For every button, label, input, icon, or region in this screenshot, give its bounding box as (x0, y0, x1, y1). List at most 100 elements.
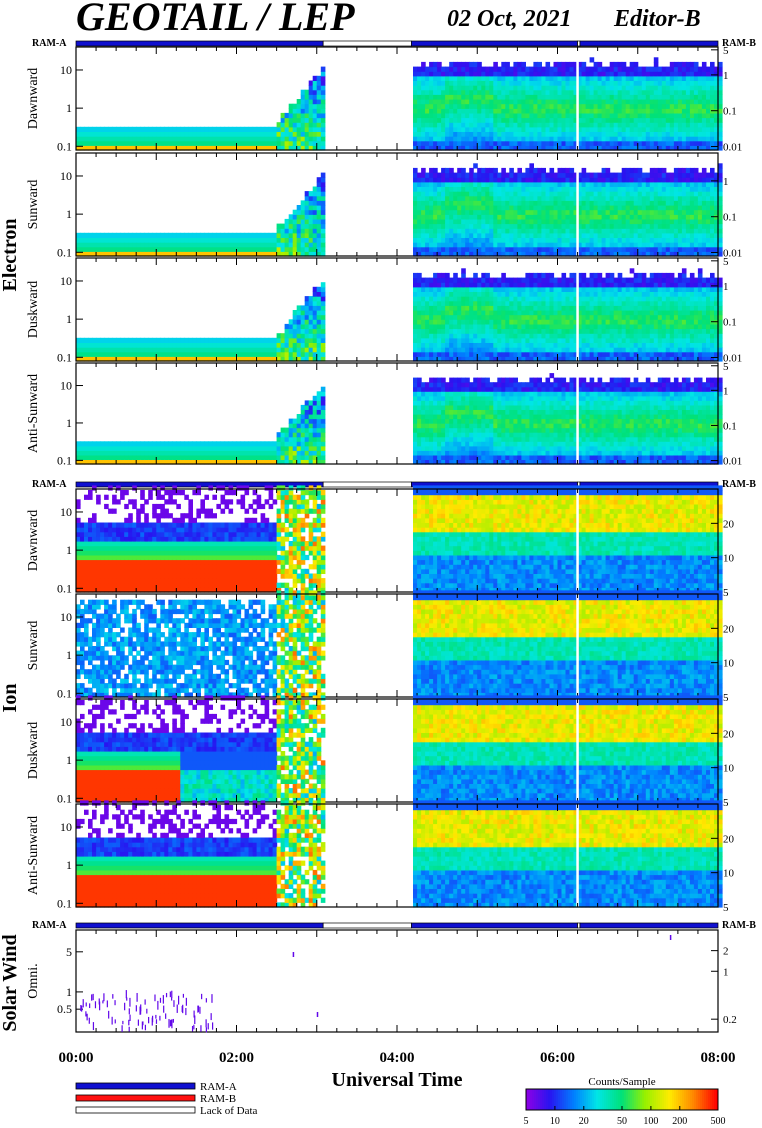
right-tick-label: 10 (723, 658, 735, 670)
x-tick-label: 02:00 (219, 1050, 254, 1066)
left-tick-label: 10 (60, 505, 72, 519)
left-tick-label: 0.1 (57, 896, 72, 910)
figure-date: 02 Oct, 2021 (447, 6, 572, 32)
solar-wind-specks (80, 935, 671, 1032)
panel-label: Sunward (26, 180, 41, 230)
panel-label: Sunward (26, 621, 41, 671)
left-tick-label: 0.1 (57, 453, 72, 467)
panel-label: Duskward (26, 722, 41, 780)
right-tick-label: 20 (723, 518, 735, 530)
right-tick-label: 5 (723, 902, 729, 914)
right-tick-label: 0.1 (723, 420, 737, 432)
panel-label: Anti-Sunward (26, 816, 41, 895)
left-tick-label: 1 (66, 648, 72, 662)
left-tick-label: 10 (60, 63, 72, 77)
right-tick-label: 1 (723, 281, 729, 293)
left-tick-label: 0.1 (57, 581, 72, 595)
right-tick-label: 5 (723, 692, 729, 704)
left-tick-label: 0.1 (57, 686, 72, 700)
panel-label: Dawnward (26, 510, 41, 571)
colorbar-tick-label: 20 (579, 1116, 589, 1127)
left-tick-label: 10 (60, 715, 72, 729)
panel-label: Anti-Sunward (26, 374, 41, 453)
right-tick-label: 20 (723, 728, 735, 740)
left-tick-label: 1 (66, 753, 72, 767)
panel-frame (76, 930, 718, 1032)
left-tick-label: 0.5 (57, 1002, 72, 1016)
right-tick-label: 10 (723, 763, 735, 775)
left-tick-label: 10 (60, 169, 72, 183)
right-tick-label: 0.1 (723, 212, 737, 224)
right-tick-label: 0.2 (723, 1014, 737, 1026)
right-tick-label: 1 (723, 966, 729, 978)
right-tick-label: 1 (723, 70, 729, 82)
right-tick-label: 0.1 (723, 317, 737, 329)
colorbar-tick-label: 50 (617, 1116, 627, 1127)
right-tick-label: 0.1 (723, 106, 737, 118)
left-tick-label: 1 (66, 312, 72, 326)
panel-1-1: 10 1 0.1 20 10 5 Sunward (26, 590, 735, 704)
right-tick-label: 1 (723, 176, 729, 188)
ram-b-label: RAM-B (722, 920, 756, 931)
left-tick-label: 10 (60, 820, 72, 834)
left-tick-label: 0.1 (57, 139, 72, 153)
right-tick-label: 5 (723, 361, 729, 373)
ram-a-label: RAM-A (32, 920, 67, 931)
right-tick-label: 10 (723, 868, 735, 880)
left-tick-label: 0.1 (57, 791, 72, 805)
ram-a-label: RAM-A (32, 479, 67, 490)
left-tick-label: 1 (66, 416, 72, 430)
ram-b-label: RAM-B (722, 479, 756, 490)
left-tick-label: 0.1 (57, 245, 72, 259)
figure-title: GEOTAIL / LEP (76, 0, 355, 39)
colorbar-tick-label: 200 (672, 1116, 687, 1127)
legend-label: RAM-B (200, 1093, 236, 1105)
x-tick-label: 04:00 (380, 1050, 415, 1066)
figure-editor: Editor-B (613, 6, 701, 32)
left-tick-label: 10 (60, 274, 72, 288)
legend-swatch (76, 1107, 195, 1113)
right-tick-label: 0.01 (723, 456, 742, 468)
right-tick-label: 10 (723, 553, 735, 565)
right-tick-label: 5 (723, 587, 729, 599)
lep-figure: GEOTAIL / LEP 02 Oct, 2021 Editor-B RAM-… (0, 0, 762, 1128)
left-tick-label: 1 (66, 207, 72, 221)
left-tick-label: 1 (66, 101, 72, 115)
panel-label: Dawnward (26, 68, 41, 129)
legend-swatch (76, 1083, 195, 1089)
left-tick-label: 10 (60, 610, 72, 624)
ram-bar-2: RAM-A RAM-B (32, 920, 756, 931)
left-tick-label: 5 (66, 945, 72, 959)
left-tick-label: 1 (66, 985, 72, 999)
right-tick-label: 5 (723, 45, 729, 57)
group-label: Ion (0, 684, 21, 713)
plot-layers: RAM-A RAM-B1010.1510.10.01Dawnward1010.11… (0, 38, 756, 1127)
left-tick-label: 10 (60, 379, 72, 393)
panel-2-0: 5 1 0.5 2 1 0.2 Omni. (26, 930, 737, 1032)
colorbar-tick-label: 100 (643, 1116, 658, 1127)
left-tick-label: 1 (66, 858, 72, 872)
legend-label: RAM-A (200, 1081, 237, 1093)
x-axis-title: Universal Time (332, 1069, 463, 1091)
right-tick-label: 20 (723, 833, 735, 845)
panel-1-2: 10 1 0.1 20 10 5 Duskward (26, 695, 735, 809)
panel-label: Omni. (26, 963, 41, 998)
x-tick-label: 08:00 (701, 1050, 736, 1066)
colorbar-tick-label: 10 (550, 1116, 560, 1127)
right-tick-label: 5 (723, 797, 729, 809)
right-tick-label: 5 (723, 256, 729, 268)
right-tick-label: 20 (723, 623, 735, 635)
group-label: Electron (0, 219, 21, 292)
x-tick-label: 00:00 (59, 1050, 94, 1066)
right-tick-label: 2 (723, 946, 729, 958)
group-label: Solar Wind (0, 934, 21, 1031)
ram-a-label: RAM-A (32, 38, 67, 49)
legend-swatch (76, 1095, 195, 1101)
panel-1-3: 10 1 0.1 20 10 5 Anti-Sunward (26, 800, 735, 914)
